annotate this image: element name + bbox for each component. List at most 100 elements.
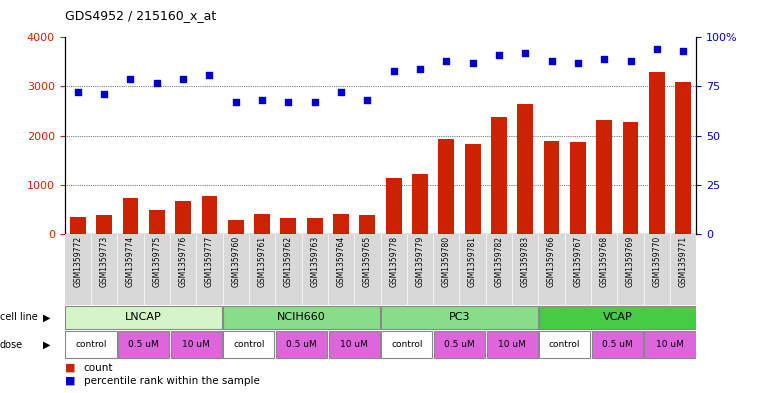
Text: ▶: ▶ — [43, 340, 51, 350]
Text: ■: ■ — [65, 363, 75, 373]
Bar — [675, 82, 691, 234]
Text: dose: dose — [0, 340, 23, 350]
Text: 0.5 uM: 0.5 uM — [602, 340, 632, 349]
Text: GSM1359763: GSM1359763 — [310, 236, 319, 287]
Text: GSM1359776: GSM1359776 — [179, 236, 188, 287]
Text: GSM1359767: GSM1359767 — [573, 236, 582, 287]
Text: GSM1359780: GSM1359780 — [442, 236, 451, 287]
Bar — [149, 210, 164, 234]
Bar — [597, 120, 612, 234]
Text: control: control — [549, 340, 581, 349]
Bar — [224, 306, 380, 329]
Point — [546, 58, 558, 64]
Text: GSM1359781: GSM1359781 — [468, 236, 477, 287]
Bar — [434, 331, 485, 358]
Text: 10 uM: 10 uM — [340, 340, 368, 349]
Point — [309, 99, 321, 105]
Bar — [65, 306, 221, 329]
Point — [177, 75, 189, 82]
Text: LNCAP: LNCAP — [126, 312, 162, 322]
Point — [625, 58, 637, 64]
Point — [203, 72, 215, 78]
Bar — [118, 331, 169, 358]
Text: GSM1359772: GSM1359772 — [73, 236, 82, 287]
Bar — [540, 306, 696, 329]
Text: control: control — [75, 340, 107, 349]
Bar — [70, 217, 86, 234]
Text: control: control — [391, 340, 422, 349]
Text: GSM1359769: GSM1359769 — [626, 236, 635, 287]
Bar — [329, 331, 380, 358]
Text: count: count — [84, 363, 113, 373]
Point — [335, 89, 347, 95]
Text: NCIH660: NCIH660 — [277, 312, 326, 322]
Bar — [202, 195, 218, 234]
Point — [361, 97, 374, 103]
Text: GSM1359766: GSM1359766 — [547, 236, 556, 287]
Point — [387, 68, 400, 74]
Text: GDS4952 / 215160_x_at: GDS4952 / 215160_x_at — [65, 9, 216, 22]
Bar — [645, 331, 696, 358]
Text: GSM1359779: GSM1359779 — [416, 236, 425, 287]
Text: VCAP: VCAP — [603, 312, 632, 322]
Point — [651, 46, 663, 52]
Bar — [592, 331, 643, 358]
Bar — [543, 141, 559, 234]
Bar — [307, 218, 323, 234]
Text: GSM1359773: GSM1359773 — [100, 236, 109, 287]
Text: ■: ■ — [65, 376, 75, 386]
Bar — [123, 198, 139, 234]
Text: ▶: ▶ — [43, 312, 51, 322]
Text: GSM1359761: GSM1359761 — [257, 236, 266, 287]
Point — [519, 50, 531, 56]
Text: GSM1359782: GSM1359782 — [495, 236, 504, 287]
Text: GSM1359765: GSM1359765 — [363, 236, 372, 287]
Text: PC3: PC3 — [449, 312, 470, 322]
Bar — [386, 178, 402, 234]
Bar — [517, 104, 533, 234]
Bar — [333, 214, 349, 234]
Bar — [96, 215, 112, 234]
Bar — [276, 331, 327, 358]
Bar — [381, 306, 537, 329]
Bar — [228, 220, 244, 234]
Bar — [65, 331, 116, 358]
Bar — [381, 331, 432, 358]
Point — [124, 75, 136, 82]
Text: GSM1359777: GSM1359777 — [205, 236, 214, 287]
Text: 0.5 uM: 0.5 uM — [129, 340, 159, 349]
Text: 0.5 uM: 0.5 uM — [286, 340, 317, 349]
Text: GSM1359770: GSM1359770 — [652, 236, 661, 287]
Text: GSM1359771: GSM1359771 — [679, 236, 688, 287]
Text: GSM1359783: GSM1359783 — [521, 236, 530, 287]
Text: percentile rank within the sample: percentile rank within the sample — [84, 376, 260, 386]
Point — [230, 99, 242, 105]
Bar — [224, 331, 275, 358]
Text: GSM1359760: GSM1359760 — [231, 236, 240, 287]
Point — [414, 66, 426, 72]
Point — [677, 48, 689, 54]
Bar — [281, 218, 296, 234]
Text: 0.5 uM: 0.5 uM — [444, 340, 475, 349]
Text: GSM1359768: GSM1359768 — [600, 236, 609, 287]
Point — [151, 79, 163, 86]
Bar — [254, 214, 270, 234]
Bar — [438, 139, 454, 234]
Bar — [570, 142, 586, 234]
Bar — [170, 331, 221, 358]
Point — [72, 89, 84, 95]
Point — [98, 91, 110, 97]
Text: 10 uM: 10 uM — [183, 340, 210, 349]
Text: GSM1359764: GSM1359764 — [336, 236, 345, 287]
Point — [493, 52, 505, 58]
Point — [466, 60, 479, 66]
Bar — [412, 174, 428, 234]
Point — [572, 60, 584, 66]
Text: GSM1359775: GSM1359775 — [152, 236, 161, 287]
Text: GSM1359774: GSM1359774 — [126, 236, 135, 287]
Bar — [649, 72, 665, 234]
Point — [598, 56, 610, 62]
Bar — [486, 331, 537, 358]
Point — [282, 99, 295, 105]
Bar — [622, 122, 638, 234]
